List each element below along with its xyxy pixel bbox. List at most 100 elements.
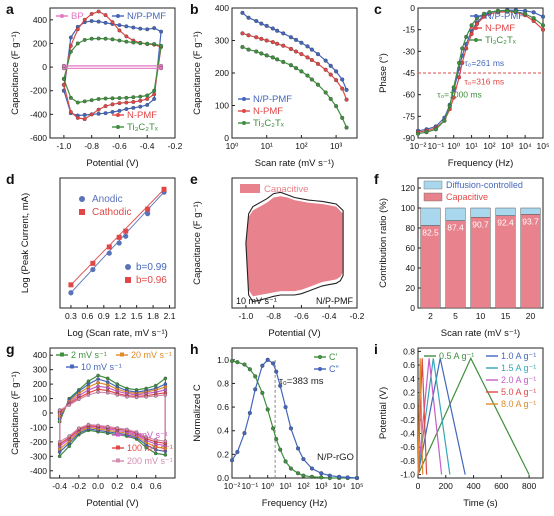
- plot-frame: [231, 347, 358, 479]
- panel-a: a Potential (V) Capacitance (F g⁻¹) -1.0 -0.…: [6, 1, 183, 169]
- y-axis-label: Capacitance (F g⁻¹): [10, 371, 21, 455]
- data-point: [116, 240, 122, 246]
- x-axis-label: Scan rate (mV s⁻¹): [255, 158, 334, 169]
- data-point: [124, 39, 129, 44]
- x-axis-label: Frequency (Hz): [262, 498, 327, 509]
- data-point: [275, 41, 280, 46]
- bar-value-label: 87.4: [447, 223, 464, 233]
- data-point: [89, 11, 94, 16]
- data-point: [96, 107, 101, 112]
- data-point: [86, 393, 91, 397]
- data-point: [474, 21, 479, 26]
- gcd-curve: [417, 358, 424, 475]
- data-point: [271, 361, 276, 366]
- data-point: [271, 426, 276, 431]
- legend-label: 5.0 A g⁻¹: [501, 387, 536, 397]
- data-point: [299, 69, 304, 74]
- data-point: [68, 95, 73, 100]
- x-tick-label: -0.6: [112, 141, 127, 151]
- y-tick-label: -200: [30, 437, 47, 447]
- legend-label: 20 mV s⁻¹: [131, 350, 172, 360]
- panel-c: c Frequency (Hz) Phase (°) 10⁻² 10⁻¹ 10⁰ 10¹ 10…: [374, 1, 549, 169]
- data-point: [124, 100, 129, 105]
- x-axis-label: Log (Scan rate, mV s⁻¹): [67, 328, 168, 339]
- data-point: [145, 93, 150, 98]
- data-point: [82, 117, 87, 122]
- data-point: [299, 40, 304, 45]
- data-point: [288, 426, 293, 431]
- x-tick-label: -0.8: [84, 141, 99, 151]
- data-point: [152, 92, 157, 97]
- data-point: [152, 88, 157, 93]
- data-point: [299, 52, 304, 57]
- y-tick-label: -45: [403, 68, 416, 78]
- legend-label: 2.0 A g⁻¹: [501, 375, 536, 385]
- data-point: [259, 21, 264, 26]
- data-point: [96, 373, 100, 378]
- data-point: [163, 439, 168, 443]
- data-point: [117, 28, 122, 33]
- data-point: [457, 60, 462, 65]
- data-point: [319, 475, 324, 480]
- data-point: [457, 75, 462, 80]
- data-point: [305, 55, 310, 60]
- data-point: [315, 61, 321, 66]
- data-point: [540, 14, 546, 19]
- data-point: [531, 16, 536, 21]
- x-tick-label: 10⁰: [226, 141, 239, 151]
- legend-marker: [70, 364, 74, 369]
- panel-letter: i: [374, 341, 378, 357]
- y-tick-label: -200: [30, 86, 47, 96]
- data-point: [131, 25, 136, 30]
- y-tick-label: -300: [30, 451, 47, 461]
- panel-letter: e: [190, 171, 198, 187]
- bar-capacitive: [470, 217, 491, 309]
- legend-label: 1.5 A g⁻¹: [501, 363, 536, 373]
- data-point: [309, 474, 314, 479]
- data-point: [117, 38, 122, 43]
- y-tick-label: 100: [215, 101, 229, 111]
- x-tick-label: 2.1: [164, 311, 176, 321]
- y-tick-label: -0.4: [400, 429, 415, 439]
- data-point: [344, 125, 349, 130]
- y-tick-label: 300: [215, 36, 229, 46]
- data-point: [505, 8, 510, 13]
- data-point: [103, 111, 108, 116]
- data-point: [163, 376, 168, 381]
- legend-label: Ti₃C₂Tₓ: [253, 118, 285, 129]
- panel-e: e Potential (V) Capacitance (F g⁻¹) -1.0 -0.…: [190, 171, 365, 339]
- data-point: [145, 102, 150, 107]
- legend-label: Diffusion-controlled: [446, 180, 523, 190]
- legend-swatch: [423, 180, 443, 190]
- x-tick-label: 10: [476, 311, 486, 321]
- data-point: [264, 53, 269, 58]
- x-tick-label: 10²: [295, 141, 307, 151]
- legend-marker: [474, 38, 478, 42]
- data-point: [116, 234, 122, 240]
- data-point: [96, 97, 101, 101]
- x-tick-label: 0.3: [65, 311, 77, 321]
- data-point: [242, 362, 247, 367]
- y-tick-label: 0: [42, 62, 47, 72]
- x-tick-label: 10⁴: [333, 481, 346, 491]
- legend-label: Anodic: [92, 194, 123, 205]
- legend-label: N-PMF: [127, 110, 157, 121]
- data-point: [334, 69, 339, 74]
- data-point: [145, 211, 151, 217]
- data-point: [246, 33, 251, 38]
- panel-g: g Potential (V) Capacitance (F g⁻¹) -0.4 -0.…: [6, 341, 176, 509]
- legend-marker: [60, 14, 64, 18]
- legend-label: N/P-PMF: [485, 11, 524, 22]
- data-point: [103, 20, 108, 25]
- x-tick-label: 800: [522, 481, 536, 491]
- data-point: [254, 49, 259, 54]
- data-point: [345, 475, 350, 480]
- data-point: [124, 34, 129, 39]
- legend-swatch: [240, 184, 260, 193]
- legend-marker: [60, 352, 64, 357]
- y-tick-label: -90: [403, 133, 416, 143]
- x-tick-label: 0.2: [111, 481, 123, 491]
- legend-marker: [474, 26, 478, 30]
- y-tick-label: -400: [30, 109, 47, 119]
- y-tick-label: 100: [33, 394, 47, 404]
